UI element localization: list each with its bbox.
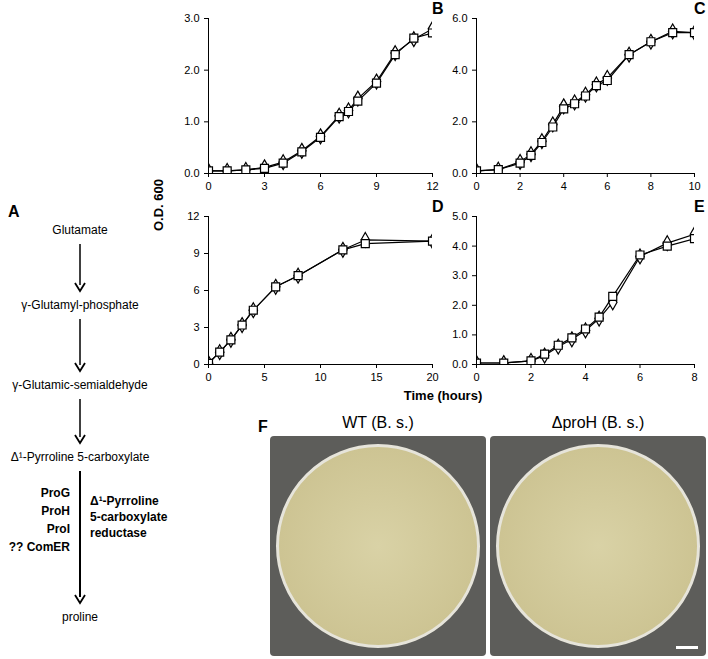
svg-text:4: 4 — [582, 371, 588, 383]
html-text:O.D. 600: O.D. 600 — [150, 179, 166, 231]
svg-text:1.0: 1.0 — [452, 328, 467, 340]
svg-text:15: 15 — [370, 371, 382, 383]
svg-text:0: 0 — [473, 371, 479, 383]
svg-text:0.0: 0.0 — [452, 358, 467, 370]
svg-text:0: 0 — [193, 358, 199, 370]
svg-text:5.0: 5.0 — [452, 210, 467, 222]
html-text:Time (hours): Time (hours) — [403, 388, 483, 403]
svg-text:5-carboxylate: 5-carboxylate — [90, 510, 168, 524]
svg-text:10: 10 — [314, 371, 326, 383]
svg-text:5: 5 — [261, 371, 267, 383]
svg-text:6: 6 — [604, 180, 610, 192]
svg-text:9: 9 — [193, 247, 199, 259]
svg-text:A: A — [8, 203, 20, 220]
svg-text:ProI: ProI — [47, 522, 70, 536]
svg-text:ProH: ProH — [41, 504, 70, 518]
svg-text:6: 6 — [637, 371, 643, 383]
svg-text:3: 3 — [193, 321, 199, 333]
svg-text:γ-Glutamyl-phosphate: γ-Glutamyl-phosphate — [21, 298, 139, 312]
svg-text:2.0: 2.0 — [184, 64, 199, 76]
svg-text:8: 8 — [648, 180, 654, 192]
svg-text:Glutamate: Glutamate — [52, 223, 108, 237]
svg-text:9: 9 — [373, 180, 379, 192]
html-text:C: C — [694, 0, 706, 17]
svg-text:0.0: 0.0 — [184, 167, 199, 179]
svg-text:4.0: 4.0 — [452, 64, 467, 76]
svg-text:1.0: 1.0 — [184, 115, 199, 127]
svg-text:2.0: 2.0 — [452, 299, 467, 311]
html-text:D: D — [432, 198, 444, 215]
html-text:WT (B. s.): WT (B. s.) — [342, 414, 414, 431]
svg-text:3: 3 — [261, 180, 267, 192]
svg-text:4.0: 4.0 — [452, 240, 467, 252]
html-text:E: E — [694, 198, 705, 215]
svg-text:reductase: reductase — [90, 526, 147, 540]
svg-text:Δ¹-Pyrroline 5-carboxylate: Δ¹-Pyrroline 5-carboxylate — [11, 450, 150, 464]
svg-text:Δ¹-Pyrroline: Δ¹-Pyrroline — [90, 494, 159, 508]
svg-text:0: 0 — [205, 180, 211, 192]
svg-text:6.0: 6.0 — [452, 12, 467, 24]
svg-text:0: 0 — [205, 371, 211, 383]
svg-text:2: 2 — [517, 180, 523, 192]
html-text:B: B — [432, 0, 444, 17]
svg-text:2.0: 2.0 — [452, 115, 467, 127]
svg-text:8: 8 — [691, 371, 697, 383]
svg-text:6: 6 — [193, 284, 199, 296]
svg-text:3.0: 3.0 — [184, 12, 199, 24]
svg-text:20: 20 — [426, 371, 438, 383]
svg-text:?? ComER: ?? ComER — [9, 540, 71, 554]
html-text:F: F — [258, 418, 268, 435]
svg-text:6: 6 — [317, 180, 323, 192]
svg-text:12: 12 — [187, 210, 199, 222]
svg-text:0: 0 — [473, 180, 479, 192]
svg-text:4: 4 — [561, 180, 567, 192]
svg-text:proline: proline — [62, 610, 98, 624]
svg-text:γ-Glutamic-semialdehyde: γ-Glutamic-semialdehyde — [12, 378, 148, 392]
svg-text:12: 12 — [426, 180, 438, 192]
svg-text:ProG: ProG — [41, 486, 70, 500]
svg-text:10: 10 — [688, 180, 700, 192]
svg-text:0.0: 0.0 — [452, 167, 467, 179]
svg-text:2: 2 — [528, 371, 534, 383]
html-text:ΔproH (B. s.): ΔproH (B. s.) — [551, 414, 645, 431]
svg-text:3.0: 3.0 — [452, 269, 467, 281]
